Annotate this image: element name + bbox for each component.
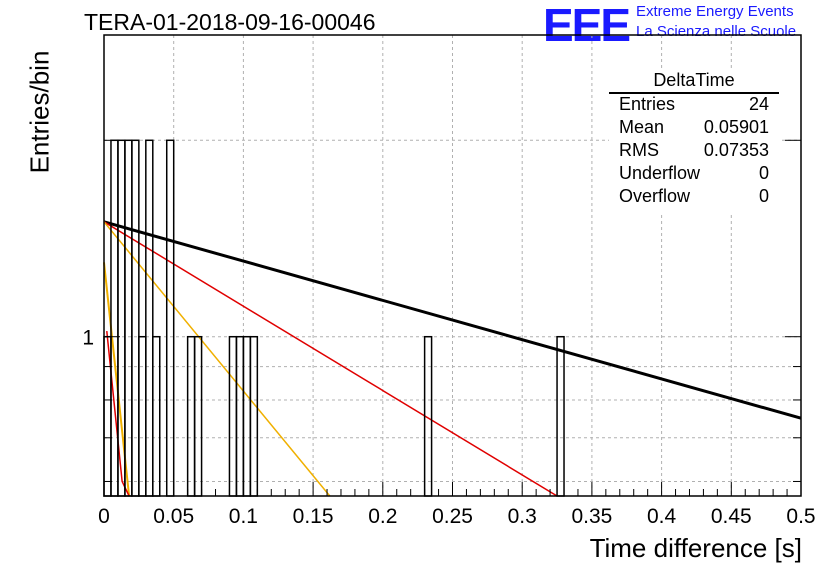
histogram-bin — [242, 335, 252, 497]
logo-text-line1: Extreme Energy Events — [636, 3, 794, 20]
histogram-bin — [138, 335, 147, 497]
histogram-bin — [110, 139, 119, 497]
histogram-bin — [193, 335, 203, 497]
histogram-bin — [124, 139, 133, 497]
x-tick-label: 0.2 — [368, 505, 397, 528]
x-tick-label: 0.4 — [647, 505, 677, 528]
fit-curve — [103, 221, 558, 497]
stats-key: Underflow — [619, 163, 701, 183]
histogram-bin — [186, 335, 196, 497]
x-tick-label: 0.5 — [786, 505, 815, 528]
x-tick-label: 0.35 — [571, 505, 612, 528]
fit-curve — [103, 221, 331, 497]
stats-value: 24 — [748, 94, 769, 114]
stats-value: 0.07353 — [703, 140, 769, 160]
stats-key: Mean — [619, 117, 665, 137]
x-tick-label: 0 — [98, 505, 110, 528]
stats-value: 0.05901 — [703, 117, 769, 137]
x-tick-label: 0.25 — [432, 505, 473, 528]
histogram-bin — [228, 335, 238, 497]
x-tick-label: 0.15 — [293, 505, 334, 528]
histogram-bins — [103, 139, 565, 497]
fit-curve — [103, 220, 802, 420]
x-tick-label: 0.3 — [508, 505, 537, 528]
stats-key: Overflow — [619, 186, 691, 206]
x-tick-label: 0.45 — [711, 505, 752, 528]
stats-key: Entries — [619, 94, 676, 114]
x-tick-label: 0.1 — [229, 505, 258, 528]
stats-title: DeltaTime — [609, 70, 779, 94]
histogram-bin — [152, 335, 161, 497]
fit-curve — [106, 331, 130, 497]
fit-curves — [103, 220, 802, 497]
histogram-bin — [249, 335, 259, 497]
stats-value: 0 — [758, 163, 769, 183]
x-axis-label: Time difference [s] — [589, 533, 802, 563]
histogram-bin — [165, 139, 175, 497]
stats-box: DeltaTime Entries 24 Mean 0.05901 RMS 0.… — [609, 70, 779, 214]
stats-value: 0 — [758, 186, 769, 206]
stats-key: RMS — [619, 140, 659, 160]
histogram-bin — [145, 139, 154, 497]
y-tick-label: 1 — [82, 327, 94, 350]
histogram-bin — [131, 139, 140, 497]
x-tick-label: 0.05 — [153, 505, 194, 528]
histogram-bin — [556, 335, 565, 497]
plot-title: TERA-01-2018-09-16-00046 — [84, 9, 376, 35]
eee-logo: EEE — [543, 0, 631, 51]
histogram-bin — [235, 335, 245, 497]
axis-ticks: 0 0.05 0.1 0.15 0.2 0.25 0.3 0.35 0.4 0.45 0.5 1 — [82, 139, 816, 528]
